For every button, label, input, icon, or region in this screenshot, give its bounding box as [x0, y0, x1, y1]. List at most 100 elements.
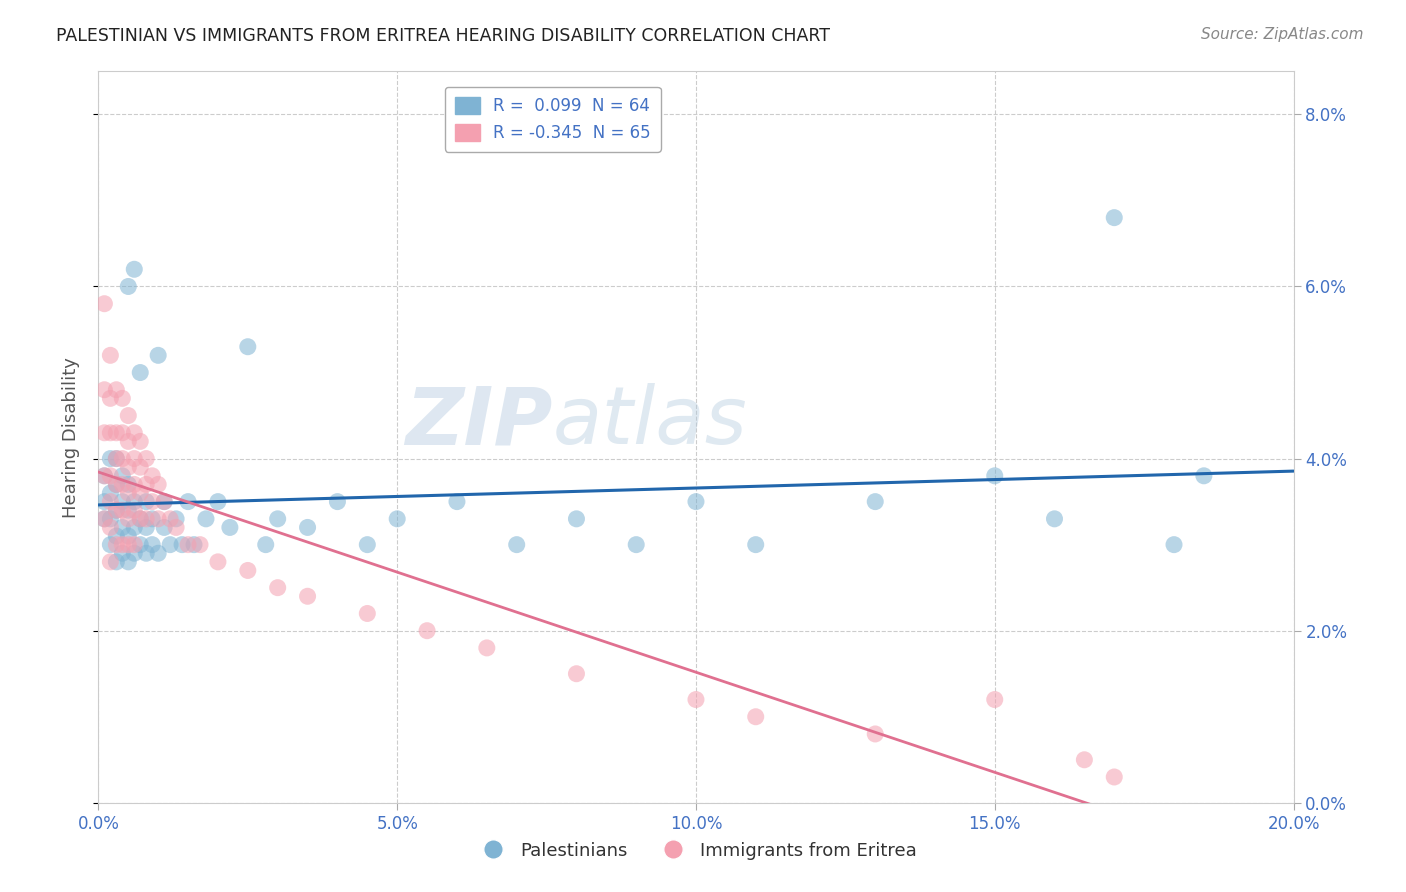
Point	[105, 538, 128, 552]
Point	[984, 468, 1007, 483]
Point	[111, 503, 134, 517]
Point	[416, 624, 439, 638]
Point	[117, 529, 139, 543]
Point	[685, 692, 707, 706]
Point	[105, 503, 128, 517]
Point	[219, 520, 242, 534]
Point	[111, 468, 134, 483]
Point	[93, 296, 115, 310]
Point	[1104, 211, 1126, 225]
Point	[141, 494, 163, 508]
Point	[865, 494, 887, 508]
Point	[93, 468, 115, 483]
Point	[93, 383, 115, 397]
Point	[236, 340, 259, 354]
Point	[117, 460, 139, 475]
Point	[565, 512, 588, 526]
Point	[135, 512, 157, 526]
Point	[188, 538, 211, 552]
Point	[93, 512, 115, 526]
Point	[177, 494, 200, 508]
Point	[207, 494, 229, 508]
Point	[124, 520, 146, 534]
Point	[172, 538, 194, 552]
Point	[446, 494, 468, 508]
Y-axis label: Hearing Disability: Hearing Disability	[62, 357, 80, 517]
Point	[153, 494, 176, 508]
Point	[124, 425, 146, 440]
Point	[93, 494, 115, 508]
Point	[195, 512, 218, 526]
Point	[1043, 512, 1066, 526]
Point	[98, 468, 122, 483]
Point	[177, 538, 200, 552]
Point	[148, 348, 170, 362]
Point	[117, 434, 139, 449]
Point	[129, 366, 152, 380]
Point	[111, 546, 134, 560]
Point	[129, 512, 152, 526]
Point	[105, 477, 128, 491]
Point	[297, 520, 319, 534]
Point	[98, 494, 122, 508]
Point	[153, 520, 176, 534]
Point	[267, 512, 290, 526]
Point	[117, 477, 139, 491]
Point	[129, 538, 152, 552]
Point	[745, 538, 768, 552]
Point	[141, 538, 163, 552]
Point	[183, 538, 205, 552]
Point	[111, 520, 134, 534]
Point	[135, 477, 157, 491]
Point	[159, 512, 181, 526]
Point	[98, 425, 122, 440]
Point	[475, 640, 498, 655]
Point	[124, 538, 146, 552]
Point	[124, 262, 146, 277]
Point	[141, 512, 163, 526]
Point	[254, 538, 277, 552]
Point	[105, 451, 128, 466]
Point	[165, 520, 187, 534]
Text: ZIP: ZIP	[405, 384, 553, 461]
Point	[141, 468, 163, 483]
Point	[565, 666, 588, 681]
Point	[111, 425, 134, 440]
Point	[117, 279, 139, 293]
Point	[117, 503, 139, 517]
Point	[129, 512, 152, 526]
Point	[98, 538, 122, 552]
Point	[93, 425, 115, 440]
Point	[685, 494, 707, 508]
Point	[129, 460, 152, 475]
Point	[93, 468, 115, 483]
Point	[385, 512, 409, 526]
Point	[135, 494, 157, 508]
Point	[93, 512, 115, 526]
Point	[111, 392, 134, 406]
Point	[148, 477, 170, 491]
Point	[111, 451, 134, 466]
Point	[1192, 468, 1215, 483]
Point	[98, 486, 122, 500]
Text: Source: ZipAtlas.com: Source: ZipAtlas.com	[1201, 27, 1364, 42]
Point	[135, 451, 157, 466]
Point	[626, 538, 648, 552]
Point	[984, 692, 1007, 706]
Point	[148, 512, 170, 526]
Legend: Palestinians, Immigrants from Eritrea: Palestinians, Immigrants from Eritrea	[468, 835, 924, 867]
Point	[98, 451, 122, 466]
Point	[1163, 538, 1185, 552]
Point	[124, 477, 146, 491]
Point	[105, 529, 128, 543]
Point	[124, 451, 146, 466]
Point	[129, 486, 152, 500]
Point	[105, 555, 128, 569]
Point	[111, 494, 134, 508]
Point	[98, 512, 122, 526]
Point	[129, 434, 152, 449]
Text: atlas: atlas	[553, 384, 748, 461]
Point	[124, 546, 146, 560]
Point	[117, 409, 139, 423]
Point	[111, 477, 134, 491]
